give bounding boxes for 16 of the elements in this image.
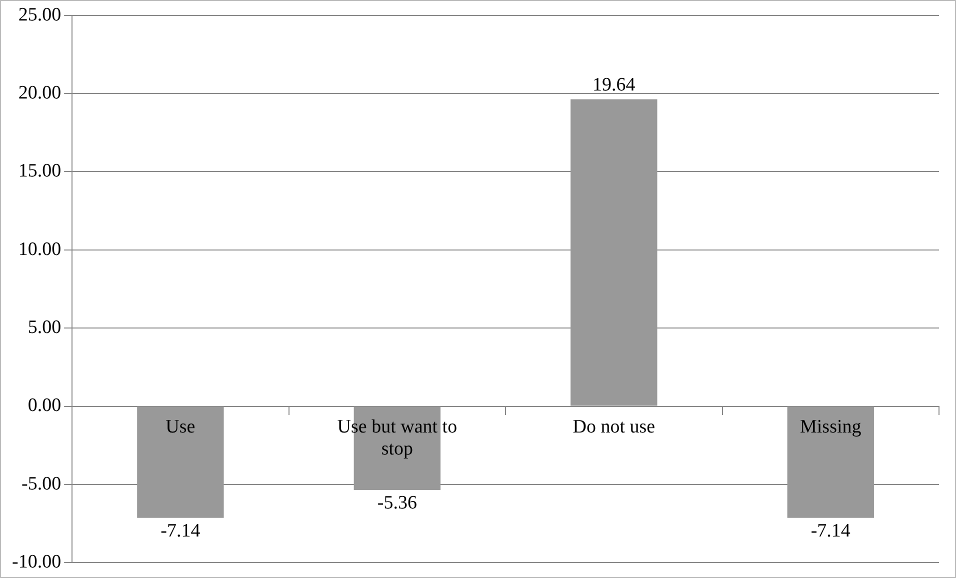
- x-tick-label: Use: [166, 416, 196, 438]
- data-label: -7.14: [810, 520, 851, 542]
- y-tick-label: 25.00: [18, 4, 62, 26]
- y-tick-label: 20.00: [18, 82, 62, 104]
- data-label: -5.36: [377, 492, 417, 514]
- data-label: -7.14: [160, 520, 201, 542]
- y-tick-label: 10.00: [18, 238, 62, 260]
- y-tick-label: -5.00: [22, 473, 62, 494]
- y-tick-label: -10.00: [12, 552, 62, 573]
- y-tick-label: 15.00: [18, 160, 62, 182]
- y-tick-label: 0.00: [28, 395, 62, 416]
- x-tick-label: Use but want to stop: [337, 416, 458, 460]
- x-tick-label: Do not use: [572, 416, 656, 438]
- y-tick-label: 5.00: [28, 317, 62, 338]
- data-label: 19.64: [592, 74, 636, 96]
- x-tick-label: Missing: [800, 416, 862, 438]
